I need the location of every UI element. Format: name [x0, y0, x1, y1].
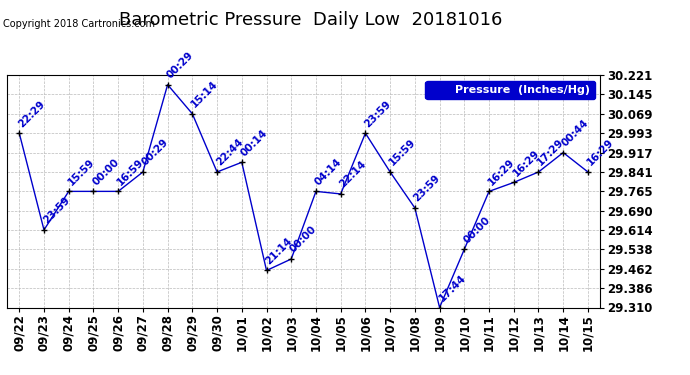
Text: 16:29: 16:29: [511, 148, 541, 178]
Legend: Pressure  (Inches/Hg): Pressure (Inches/Hg): [425, 81, 595, 99]
Text: 15:59: 15:59: [66, 157, 96, 187]
Text: 17:44: 17:44: [437, 273, 467, 303]
Text: 21:14: 21:14: [264, 236, 294, 266]
Text: 00:00: 00:00: [90, 157, 121, 187]
Text: 04:14: 04:14: [313, 156, 344, 187]
Text: 16:29: 16:29: [486, 157, 517, 187]
Text: Copyright 2018 Cartronics.com: Copyright 2018 Cartronics.com: [3, 19, 155, 29]
Text: Barometric Pressure  Daily Low  20181016: Barometric Pressure Daily Low 20181016: [119, 11, 502, 29]
Text: 00:00: 00:00: [462, 214, 492, 245]
Text: 00:44: 00:44: [560, 118, 591, 148]
Text: 00:29: 00:29: [140, 137, 170, 168]
Text: 16:29: 16:29: [585, 137, 615, 168]
Text: 22:14: 22:14: [338, 159, 368, 190]
Text: 23:59: 23:59: [412, 173, 442, 204]
Text: 00:14: 00:14: [239, 128, 270, 158]
Text: 22:29: 22:29: [17, 99, 47, 129]
Text: 23:59: 23:59: [41, 195, 72, 226]
Text: 00:00: 00:00: [288, 224, 319, 255]
Text: 15:59: 15:59: [387, 137, 417, 168]
Text: 00:29: 00:29: [165, 50, 195, 81]
Text: 23:59: 23:59: [362, 99, 393, 129]
Text: 17:29: 17:29: [535, 137, 566, 168]
Text: 16:59: 16:59: [115, 157, 146, 187]
Text: 15:14: 15:14: [190, 79, 220, 110]
Text: 22:44: 22:44: [214, 137, 245, 168]
